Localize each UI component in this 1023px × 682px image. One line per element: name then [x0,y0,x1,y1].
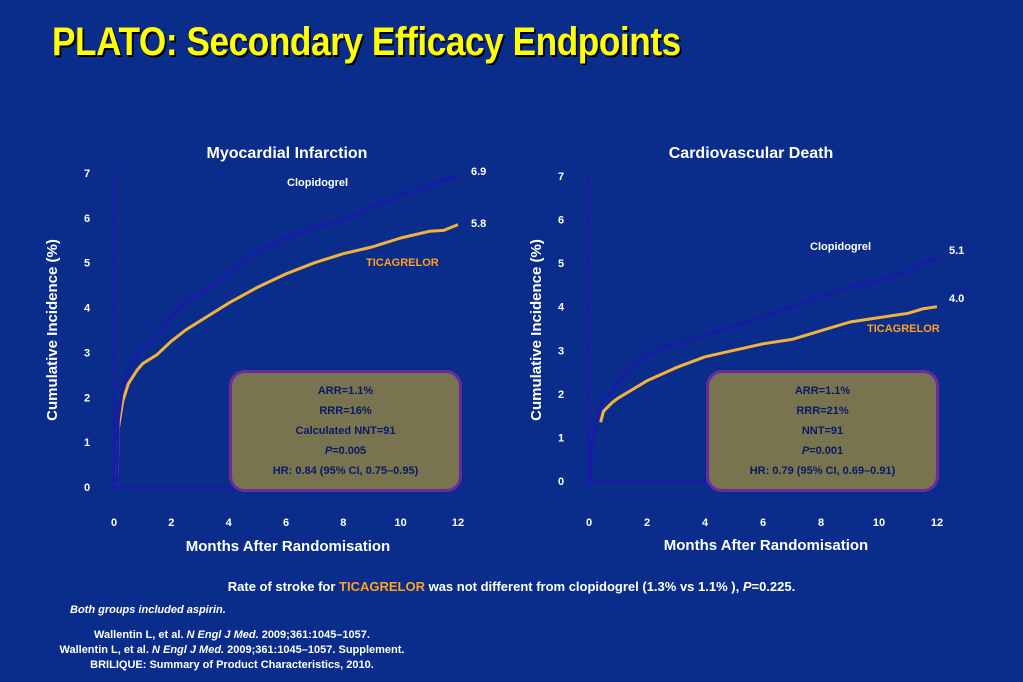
mi-y-tick-label: 3 [84,347,90,359]
cv-y-tick-label: 5 [558,258,564,270]
mi-arr: ARR=1.1% [317,385,374,397]
cv-clopidogrel-line [589,257,938,482]
cv-p-number: =0.001 [809,445,844,457]
mi-p-label: P [324,445,333,457]
cv-p-label: P [801,445,810,457]
cv-x-tick-label: 10 [873,517,885,529]
cv-x-tick-label: 4 [702,517,709,529]
ref2-citation: 2009;361:1045–1057. Supplement. [224,644,405,656]
mi-x-tick-label: 0 [111,517,117,529]
mi-y-tick-label: 2 [84,392,90,404]
cv-y-tick-label: 3 [558,345,564,357]
stroke-text-2: was not different from clopidogrel (1.3%… [424,579,743,594]
mi-y-tick-label: 6 [84,213,90,225]
cv-y-axis-label: Cumulative Incidence (%) [528,239,545,421]
cv-chart-title: Cardiovascular Death [669,145,834,162]
stroke-p-label: P [742,579,752,594]
mi-y-tick-label: 4 [84,303,91,315]
cv-y-tick-label: 7 [558,171,564,183]
mi-chart-title: Myocardial Infarction [207,145,368,162]
cv-clopidogrel-series-label: Clopidogrel [810,241,871,253]
cv-hr: HR: 0.79 (95% CI, 0.69–0.91) [749,465,896,477]
mi-x-tick-label: 6 [283,517,289,529]
cv-x-tick-label: 6 [760,517,766,529]
cv-y-tick-label: 4 [558,302,565,314]
mi-p-value: P=0.005 [232,441,459,461]
stroke-text-1: Rate of stroke for [227,579,340,594]
cv-arr: ARR=1.1% [794,385,851,397]
cv-x-tick-label: 2 [644,517,650,529]
stroke-p-number: =0.225. [751,579,796,594]
mi-x-tick-label: 4 [226,517,233,529]
mi-clopidogrel-end-label: 6.9 [471,166,486,178]
mi-ticagrelor-series-label: TICAGRELOR [366,257,439,269]
cv-y-tick-label: 0 [558,476,564,488]
cv-rrr: RRR=21% [796,405,849,417]
cv-ticagrelor-line [599,305,938,423]
mi-x-axis-label: Months After Randomisation [186,538,390,555]
cv-x-tick-label: 0 [586,517,592,529]
ref1-journal: N Engl J Med. [186,629,259,641]
mi-clopidogrel-line [115,176,459,485]
cv-y-tick-label: 1 [558,432,564,444]
mi-p-number: =0.005 [332,445,367,457]
mi-y-tick-label: 5 [84,258,90,270]
mi-stats-box: ARR=1.1% RRR=16% Calculated NNT=91 P=0.0… [229,370,462,492]
mi-y-tick-label: 1 [84,437,90,449]
cv-clopidogrel-end-label: 5.1 [949,245,964,257]
cv-y-tick-label: 2 [558,389,564,401]
reference-3: BRILIQUE: Summary of Product Characteris… [90,659,374,671]
cv-x-tick-label: 12 [931,517,943,529]
reference-1: Wallentin L, et al. N Engl J Med. 2009;3… [0,628,464,643]
aspirin-note: Both groups included aspirin. [70,604,226,616]
mi-rrr: RRR=16% [319,405,372,417]
mi-y-tick-label: 7 [84,168,90,180]
cv-x-axis-label: Months After Randomisation [664,537,868,554]
mi-x-tick-label: 8 [340,517,346,529]
ref2-authors: Wallentin L, et al. [59,644,152,656]
references: Wallentin L, et al. N Engl J Med. 2009;3… [0,628,464,673]
mi-x-tick-label: 10 [395,517,407,529]
cv-ticagrelor-end-label: 4.0 [949,293,964,305]
mi-ticagrelor-line [115,223,459,485]
stroke-drug: TICAGRELOR [339,579,425,594]
stroke-note: Rate of stroke for TICAGRELOR was not di… [0,579,1023,594]
cv-stats-box: ARR=1.1% RRR=21% NNT=91 P=0.001 HR: 0.79… [706,370,939,492]
ref1-citation: 2009;361:1045–1057. [258,629,370,641]
mi-y-axis-label: Cumulative Incidence (%) [44,239,61,421]
reference-2: Wallentin L, et al. N Engl J Med. 2009;3… [0,643,464,658]
mi-y-tick-label: 0 [84,482,90,494]
ref1-authors: Wallentin L, et al. [94,629,187,641]
cv-ticagrelor-series-label: TICAGRELOR [867,323,940,335]
mi-ticagrelor-end-label: 5.8 [471,218,486,230]
cv-p-value: P=0.001 [709,441,936,461]
mi-x-tick-label: 12 [452,517,464,529]
mi-clopidogrel-series-label: Clopidogrel [287,177,348,189]
slide-title: PLATO: Secondary Efficacy Endpoints [52,20,681,64]
ref2-journal: N Engl J Med. [151,644,225,656]
cv-nnt: NNT=91 [801,425,844,437]
mi-nnt: Calculated NNT=91 [295,425,396,437]
cv-x-tick-label: 8 [818,517,824,529]
mi-x-tick-label: 2 [168,517,174,529]
mi-hr: HR: 0.84 (95% CI, 0.75–0.95) [272,465,419,477]
cv-y-tick-label: 6 [558,215,564,227]
